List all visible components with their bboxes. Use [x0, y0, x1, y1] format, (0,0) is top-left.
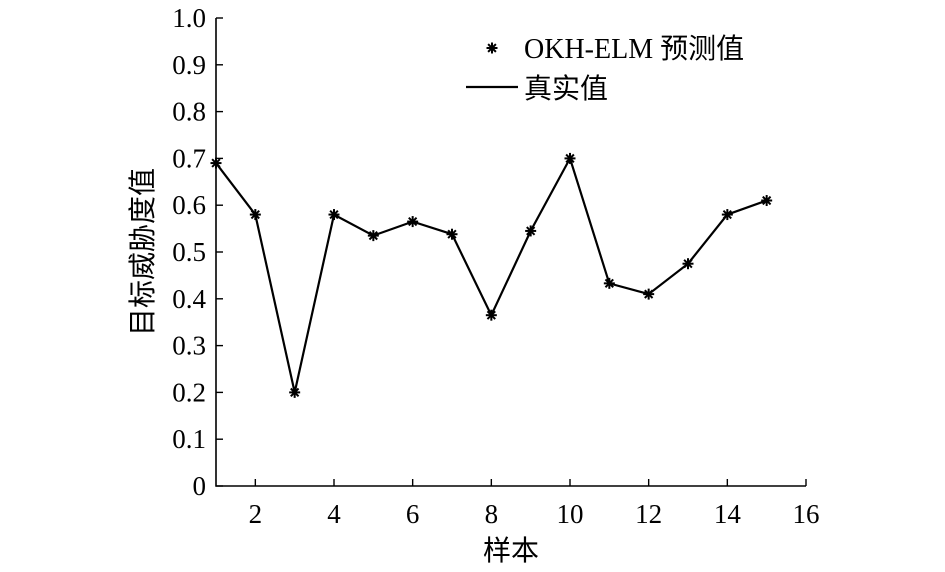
- data-point-prediction: [367, 230, 379, 242]
- y-axis-title: 目标威胁度值: [126, 168, 159, 336]
- y-tick-label: 0: [193, 471, 207, 501]
- y-tick-label: 0.2: [172, 377, 206, 407]
- x-tick-label: 10: [557, 499, 584, 529]
- data-point-prediction: [603, 277, 615, 289]
- legend-marker-prediction: [486, 42, 498, 54]
- y-tick-label: 0.4: [172, 284, 206, 314]
- series: [210, 152, 773, 398]
- y-tick-label: 0.6: [172, 190, 206, 220]
- legend-label-actual: 真实值: [524, 73, 608, 105]
- x-tick-label: 8: [485, 499, 499, 529]
- data-point-prediction: [525, 225, 537, 237]
- data-point-prediction: [407, 216, 419, 228]
- y-tick-label: 0.9: [172, 50, 206, 80]
- x-tick-label: 14: [714, 499, 742, 529]
- x-tick-label: 16: [793, 499, 820, 529]
- x-tick-label: 2: [249, 499, 263, 529]
- series-line-actual: [215, 155, 768, 393]
- legend-label-prediction: OKH-ELM 预测值: [524, 33, 744, 65]
- data-point-prediction: [249, 209, 261, 221]
- data-point-prediction: [328, 209, 340, 221]
- data-point-prediction: [485, 309, 497, 321]
- data-point-prediction: [761, 195, 773, 207]
- y-tick-label: 1.0: [172, 3, 206, 33]
- data-point-prediction: [682, 258, 694, 270]
- y-tick-label: 0.3: [172, 331, 206, 361]
- legend: OKH-ELM 预测值 真实值: [466, 33, 744, 105]
- y-tick-label: 0.5: [172, 237, 206, 267]
- y-tick-label: 0.8: [172, 97, 206, 127]
- x-tick-label: 6: [406, 499, 420, 529]
- x-axis-title: 样本: [483, 534, 539, 567]
- axis-frame: [215, 18, 806, 487]
- axes: [215, 18, 806, 487]
- y-tick-label: 0.7: [172, 143, 206, 173]
- data-point-prediction: [721, 209, 733, 221]
- y-ticks: 0 0.1 0.2 0.3 0.4 0.5 0.6 0.7 0.8 0.9 1.0: [172, 3, 223, 501]
- data-point-prediction: [446, 228, 458, 240]
- x-ticks: 2 4 6 8 10 12 14 16: [249, 479, 820, 529]
- data-point-prediction: [643, 288, 655, 300]
- x-tick-label: 12: [635, 499, 662, 529]
- x-tick-label: 4: [327, 499, 341, 529]
- data-point-prediction: [210, 157, 222, 169]
- y-tick-label: 0.1: [172, 424, 206, 454]
- data-point-prediction: [564, 152, 576, 164]
- data-point-prediction: [289, 386, 301, 398]
- legend-asterisk-icon: [486, 42, 498, 54]
